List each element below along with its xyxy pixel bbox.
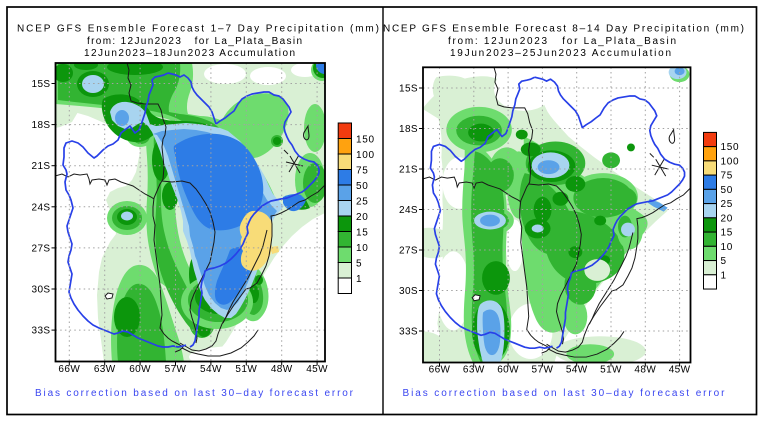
svg-text:24S: 24S xyxy=(399,205,418,216)
svg-text:5: 5 xyxy=(721,256,727,267)
svg-text:Bias correction based on last: Bias correction based on last 30–day for… xyxy=(403,388,726,399)
svg-text:33S: 33S xyxy=(399,327,418,338)
svg-text:from: 12Jun2023 for La_Plata: from: 12Jun2023 for La_Plata_Basin xyxy=(448,36,676,47)
svg-text:10: 10 xyxy=(721,242,734,253)
svg-text:1: 1 xyxy=(721,270,727,281)
svg-text:21S: 21S xyxy=(399,165,418,176)
svg-text:15: 15 xyxy=(721,228,734,239)
svg-text:63W: 63W xyxy=(463,364,485,375)
svg-text:Bias correction based on last: Bias correction based on last 30–day for… xyxy=(35,388,354,399)
svg-text:100: 100 xyxy=(721,156,740,167)
svg-text:30S: 30S xyxy=(399,286,418,297)
svg-text:19Jun2023–25Jun2023 Accumulati: 19Jun2023–25Jun2023 Accumulation xyxy=(450,48,671,59)
svg-text:51W: 51W xyxy=(600,364,622,375)
svg-text:12Jun2023–18Jun2023 Accumulati: 12Jun2023–18Jun2023 Accumulation xyxy=(84,48,295,59)
svg-text:75: 75 xyxy=(721,171,734,182)
svg-text:27S: 27S xyxy=(399,246,418,257)
svg-text:48W: 48W xyxy=(634,364,656,375)
svg-text:66W: 66W xyxy=(429,364,451,375)
svg-text:50: 50 xyxy=(721,185,734,196)
svg-text:25: 25 xyxy=(721,199,734,210)
svg-text:15S: 15S xyxy=(399,84,418,95)
svg-text:NCEP GFS Ensemble Forecast 1–7: NCEP GFS Ensemble Forecast 1–7 Day Preci… xyxy=(17,24,379,35)
svg-text:60W: 60W xyxy=(497,364,519,375)
svg-text:NCEP GFS Ensemble Forecast 8–1: NCEP GFS Ensemble Forecast 8–14 Day Prec… xyxy=(383,24,744,35)
svg-text:54W: 54W xyxy=(566,364,588,375)
svg-text:20: 20 xyxy=(721,213,734,224)
svg-text:57W: 57W xyxy=(532,364,554,375)
svg-text:150: 150 xyxy=(721,142,740,153)
svg-text:from: 12Jun2023 for La_Plata: from: 12Jun2023 for La_Plata_Basin xyxy=(87,36,302,47)
svg-text:45W: 45W xyxy=(669,364,691,375)
svg-text:18S: 18S xyxy=(399,124,418,135)
